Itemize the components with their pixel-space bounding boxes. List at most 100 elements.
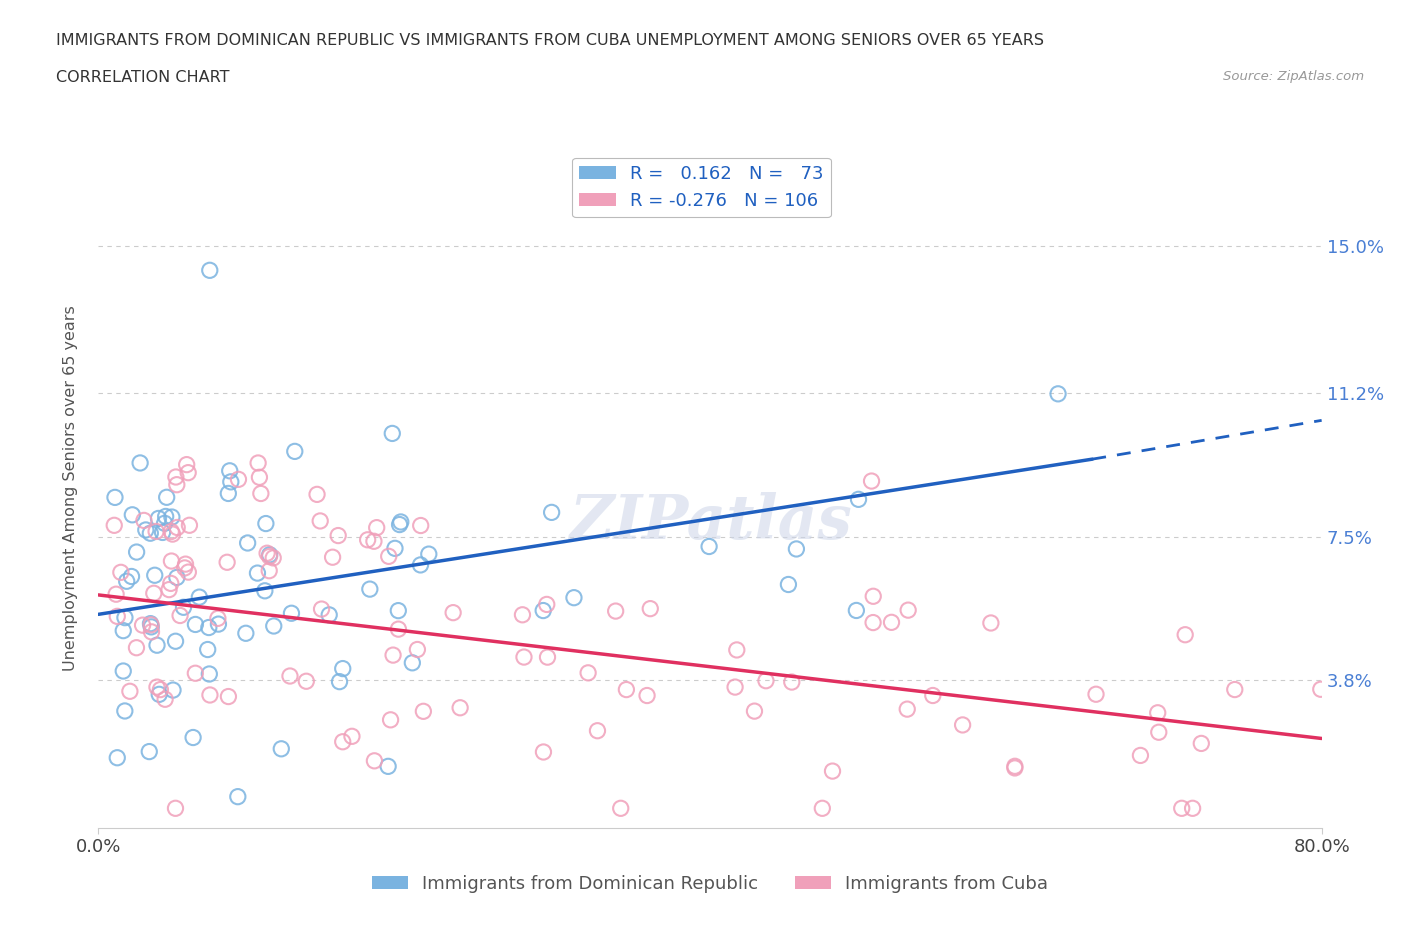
Point xyxy=(1223,682,1246,697)
Point xyxy=(156,490,179,505)
Point xyxy=(536,650,558,665)
Point xyxy=(184,666,207,681)
Text: ZIPatlas: ZIPatlas xyxy=(568,492,852,552)
Point xyxy=(536,597,558,612)
Point xyxy=(173,600,195,615)
Point xyxy=(226,790,249,804)
Point xyxy=(246,565,269,580)
Point xyxy=(139,618,162,632)
Point xyxy=(616,682,638,697)
Point xyxy=(636,688,658,703)
Point xyxy=(1174,628,1197,643)
Point xyxy=(387,621,409,636)
Point xyxy=(1147,724,1170,739)
Point xyxy=(198,667,221,682)
Point xyxy=(725,643,748,658)
Point xyxy=(697,539,720,554)
Point xyxy=(257,564,280,578)
Point xyxy=(219,474,242,489)
Point xyxy=(114,703,136,718)
Point xyxy=(263,618,285,633)
Point xyxy=(1170,801,1192,816)
Point xyxy=(382,647,405,662)
Point xyxy=(363,753,385,768)
Point xyxy=(115,574,138,589)
Point xyxy=(198,620,221,635)
Point xyxy=(141,624,163,639)
Point xyxy=(217,689,239,704)
Point xyxy=(1004,761,1026,776)
Point xyxy=(160,553,183,568)
Point xyxy=(132,513,155,528)
Point xyxy=(533,745,555,760)
Point xyxy=(148,687,170,702)
Point xyxy=(184,617,207,631)
Point xyxy=(441,605,464,620)
Point xyxy=(860,473,883,488)
Point xyxy=(387,604,409,618)
Point xyxy=(236,536,259,551)
Point xyxy=(142,586,165,601)
Point xyxy=(148,511,170,525)
Point xyxy=(166,570,188,585)
Point xyxy=(121,508,143,523)
Point xyxy=(254,516,277,531)
Point xyxy=(105,609,128,624)
Point xyxy=(755,673,778,688)
Point xyxy=(1309,682,1331,697)
Point xyxy=(259,549,281,564)
Point xyxy=(1181,801,1204,816)
Point xyxy=(118,684,141,698)
Point xyxy=(388,517,411,532)
Point xyxy=(605,604,627,618)
Point xyxy=(921,688,943,703)
Point xyxy=(896,702,918,717)
Point xyxy=(235,626,257,641)
Text: CORRELATION CHART: CORRELATION CHART xyxy=(56,70,229,85)
Point xyxy=(207,617,229,631)
Point xyxy=(418,547,440,562)
Point xyxy=(952,717,974,732)
Point xyxy=(845,603,868,618)
Point xyxy=(381,426,404,441)
Point xyxy=(131,618,153,632)
Point xyxy=(332,661,354,676)
Point xyxy=(155,509,177,524)
Point xyxy=(157,582,180,597)
Point xyxy=(356,532,378,547)
Point xyxy=(181,730,204,745)
Point xyxy=(145,524,167,538)
Point xyxy=(1129,748,1152,763)
Point xyxy=(785,541,807,556)
Point xyxy=(176,458,198,472)
Point xyxy=(359,581,381,596)
Point xyxy=(177,465,200,480)
Point xyxy=(332,735,354,750)
Point xyxy=(278,669,301,684)
Point xyxy=(247,456,270,471)
Point xyxy=(540,505,562,520)
Y-axis label: Unemployment Among Seniors over 65 years: Unemployment Among Seniors over 65 years xyxy=(63,305,77,671)
Point xyxy=(328,528,350,543)
Point xyxy=(305,487,328,502)
Point xyxy=(110,565,132,579)
Point xyxy=(125,545,148,560)
Point xyxy=(250,486,273,501)
Point xyxy=(295,674,318,689)
Point xyxy=(217,486,239,501)
Point xyxy=(318,607,340,622)
Point xyxy=(848,492,870,507)
Point xyxy=(562,591,585,605)
Point xyxy=(576,665,599,680)
Point xyxy=(228,472,250,486)
Point xyxy=(412,704,434,719)
Point xyxy=(217,555,239,570)
Point xyxy=(253,583,276,598)
Point xyxy=(380,712,402,727)
Point xyxy=(103,518,125,533)
Point xyxy=(179,518,201,533)
Point xyxy=(166,520,188,535)
Point xyxy=(173,561,195,576)
Point xyxy=(780,674,803,689)
Text: IMMIGRANTS FROM DOMINICAN REPUBLIC VS IMMIGRANTS FROM CUBA UNEMPLOYMENT AMONG SE: IMMIGRANTS FROM DOMINICAN REPUBLIC VS IM… xyxy=(56,33,1045,47)
